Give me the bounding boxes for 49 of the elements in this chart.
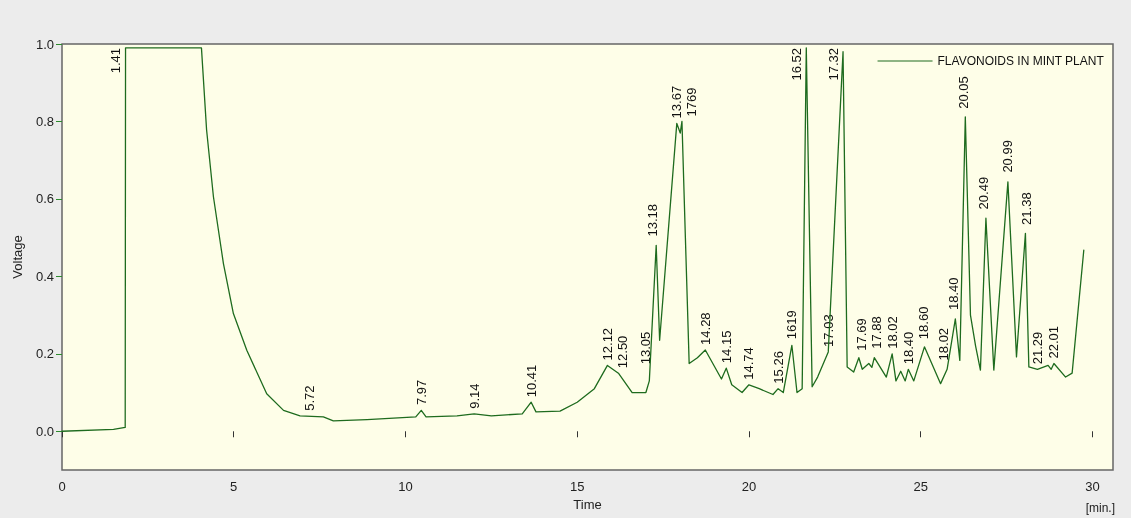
y-tick-label: 1.0 — [35, 36, 54, 52]
annotation: 14.15 — [718, 330, 734, 364]
annotation: 13.67 — [669, 85, 685, 119]
annotation: 1.41 — [108, 47, 124, 74]
annotation: 17.88 — [869, 316, 885, 349]
annotation: 18.02 — [884, 316, 900, 349]
annotation: 21.38 — [1018, 192, 1034, 225]
annotation: 20.99 — [1000, 140, 1016, 173]
annotation: 12.12 — [599, 327, 615, 361]
annotation: 5.72 — [302, 385, 318, 411]
annotation: 17.03 — [820, 314, 836, 347]
text: [min.] — [1085, 501, 1116, 515]
annotation: 10.41 — [523, 364, 539, 398]
annotation: 1769 — [684, 87, 700, 117]
annotation: 12.50 — [614, 335, 630, 369]
annotation: 14.74 — [741, 347, 757, 380]
y-tick-label: 0.6 — [35, 191, 54, 207]
annotation: 17.69 — [854, 318, 870, 351]
annotation: 18.40 — [946, 277, 962, 311]
x-tick-label: 25 — [913, 479, 928, 494]
x-tick-label: 30 — [1085, 479, 1100, 494]
y-tick-label: 0.2 — [35, 346, 54, 362]
annotation: 1619 — [784, 310, 800, 340]
annotation: 7.97 — [413, 379, 429, 405]
annotation: 15.26 — [770, 351, 786, 384]
x-axis-title: Time — [573, 496, 602, 512]
annotation: 18.02 — [936, 327, 952, 361]
y-tick-label: 0.0 — [35, 423, 54, 439]
annotation: 20.05 — [956, 76, 972, 109]
y-axis-title: Voltage — [10, 235, 25, 279]
x-tick-label: 15 — [569, 479, 585, 494]
legend-label: FLAVONOIDS IN MINT PLANT — [937, 54, 1105, 68]
annotation: 14.28 — [697, 312, 713, 345]
annotation: 9.14 — [466, 383, 482, 409]
x-tick-label: 0 — [58, 479, 66, 494]
x-tick-label: 20 — [741, 479, 757, 494]
annotation: 17.32 — [825, 47, 841, 81]
annotation: 18.60 — [915, 306, 931, 340]
annotation: 20.49 — [976, 176, 992, 210]
y-tick-label: 0.8 — [35, 113, 54, 129]
annotation: 21.29 — [1029, 331, 1045, 365]
annotation: 22.01 — [1046, 325, 1062, 359]
annotation: 13.05 — [637, 331, 653, 365]
annotation: 13.18 — [645, 203, 661, 237]
annotation: 16.52 — [788, 47, 804, 81]
x-tick-label: 5 — [230, 479, 238, 494]
y-tick-label: 0.4 — [35, 268, 54, 284]
annotation: 18.40 — [900, 331, 916, 365]
x-tick-label: 10 — [398, 479, 413, 494]
